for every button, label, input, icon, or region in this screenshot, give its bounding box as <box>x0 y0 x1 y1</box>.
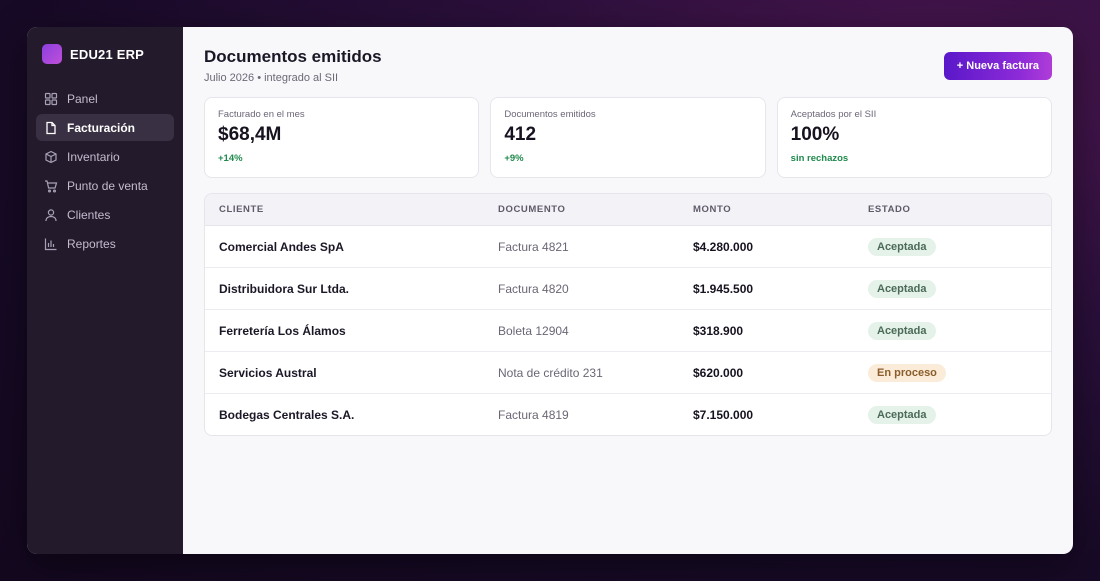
page-header: Documentos emitidos Julio 2026 • integra… <box>204 47 1052 84</box>
cell-client: Ferretería Los Álamos <box>219 323 346 338</box>
stat-label: Aceptados por el SII <box>790 109 877 120</box>
cell-amount: $1.945.500 <box>693 281 754 296</box>
table-header: CLIENTE DOCUMENTO MONTO ESTADO <box>205 194 1051 226</box>
stat-value: $68,4M <box>218 124 282 145</box>
column-header-documento[interactable]: DOCUMENTO <box>498 204 566 215</box>
brand-logo-icon <box>42 44 62 64</box>
status-badge: En proceso <box>868 364 946 382</box>
cell-client: Servicios Austral <box>219 365 317 380</box>
stat-card-facturado: Facturado en el mes $68,4M +14% <box>204 97 480 178</box>
new-invoice-button[interactable]: + Nueva factura <box>943 52 1052 80</box>
cell-client: Comercial Andes SpA <box>219 239 344 254</box>
cart-icon <box>44 179 58 193</box>
stat-value: 412 <box>504 124 537 145</box>
status-badge: Aceptada <box>868 280 936 298</box>
cell-document: Factura 4821 <box>498 239 569 254</box>
column-header-monto[interactable]: MONTO <box>693 204 732 215</box>
table-row[interactable]: Distribuidora Sur Ltda. Factura 4820 $1.… <box>205 268 1051 310</box>
sidebar-item-inventario[interactable]: Inventario <box>36 143 174 170</box>
status-badge: Aceptada <box>868 406 936 424</box>
sidebar-item-facturacion[interactable]: Facturación <box>36 114 174 141</box>
cell-document: Boleta 12904 <box>498 323 569 338</box>
sidebar-item-label: Punto de venta <box>67 178 148 193</box>
cell-document: Nota de crédito 231 <box>498 365 603 380</box>
column-header-estado[interactable]: ESTADO <box>868 204 911 215</box>
box-icon <box>44 150 58 164</box>
app-window: EDU21 ERP Panel Facturación <box>27 27 1073 554</box>
cell-amount: $7.150.000 <box>693 407 754 422</box>
cell-document: Factura 4820 <box>498 281 569 296</box>
stat-value: 100% <box>790 124 840 145</box>
sidebar-item-label: Reportes <box>67 236 116 251</box>
sidebar-item-label: Panel <box>67 91 98 106</box>
cell-client: Bodegas Centrales S.A. <box>219 407 355 422</box>
sidebar-item-punto-de-venta[interactable]: Punto de venta <box>36 172 174 199</box>
stat-delta: +14% <box>218 153 243 164</box>
sidebar-item-clientes[interactable]: Clientes <box>36 201 174 228</box>
brand-name: EDU21 ERP <box>70 46 145 62</box>
stat-label: Documentos emitidos <box>504 109 596 120</box>
sidebar-item-label: Clientes <box>67 207 111 222</box>
cell-amount: $4.280.000 <box>693 239 754 254</box>
stat-card-documentos: Documentos emitidos 412 +9% <box>490 97 766 178</box>
page-title: Documentos emitidos <box>204 47 382 66</box>
table-row[interactable]: Bodegas Centrales S.A. Factura 4819 $7.1… <box>205 394 1051 435</box>
cell-amount: $620.000 <box>693 365 744 380</box>
table-row[interactable]: Ferretería Los Álamos Boleta 12904 $318.… <box>205 310 1051 352</box>
stat-label: Facturado en el mes <box>218 109 305 120</box>
document-icon <box>44 121 58 135</box>
status-badge: Aceptada <box>868 238 936 256</box>
user-icon <box>44 208 58 222</box>
cell-amount: $318.900 <box>693 323 744 338</box>
stats-row: Facturado en el mes $68,4M +14% Document… <box>204 97 1052 178</box>
column-header-cliente[interactable]: CLIENTE <box>219 204 264 215</box>
sidebar-nav: Panel Facturación Inventario <box>36 85 174 257</box>
grid-icon <box>44 92 58 106</box>
sidebar-item-reportes[interactable]: Reportes <box>36 230 174 257</box>
page-subtitle: Julio 2026 • integrado al SII <box>204 72 339 84</box>
stat-delta: +9% <box>504 153 524 164</box>
sidebar: EDU21 ERP Panel Facturación <box>27 27 183 554</box>
stat-delta: sin rechazos <box>790 153 849 164</box>
cell-client: Distribuidora Sur Ltda. <box>219 281 350 296</box>
sidebar-item-label: Facturación <box>67 120 136 135</box>
status-badge: Aceptada <box>868 322 936 340</box>
table-row[interactable]: Servicios Austral Nota de crédito 231 $6… <box>205 352 1051 394</box>
sidebar-item-label: Inventario <box>67 149 120 164</box>
brand[interactable]: EDU21 ERP <box>36 43 174 65</box>
stat-card-aceptados: Aceptados por el SII 100% sin rechazos <box>776 97 1052 178</box>
bar-chart-icon <box>44 237 58 251</box>
table-row[interactable]: Comercial Andes SpA Factura 4821 $4.280.… <box>205 226 1051 268</box>
documents-table: CLIENTE DOCUMENTO MONTO ESTADO Comercial… <box>204 193 1052 436</box>
sidebar-item-panel[interactable]: Panel <box>36 85 174 112</box>
cell-document: Factura 4819 <box>498 407 569 422</box>
main-content: Documentos emitidos Julio 2026 • integra… <box>183 27 1073 554</box>
